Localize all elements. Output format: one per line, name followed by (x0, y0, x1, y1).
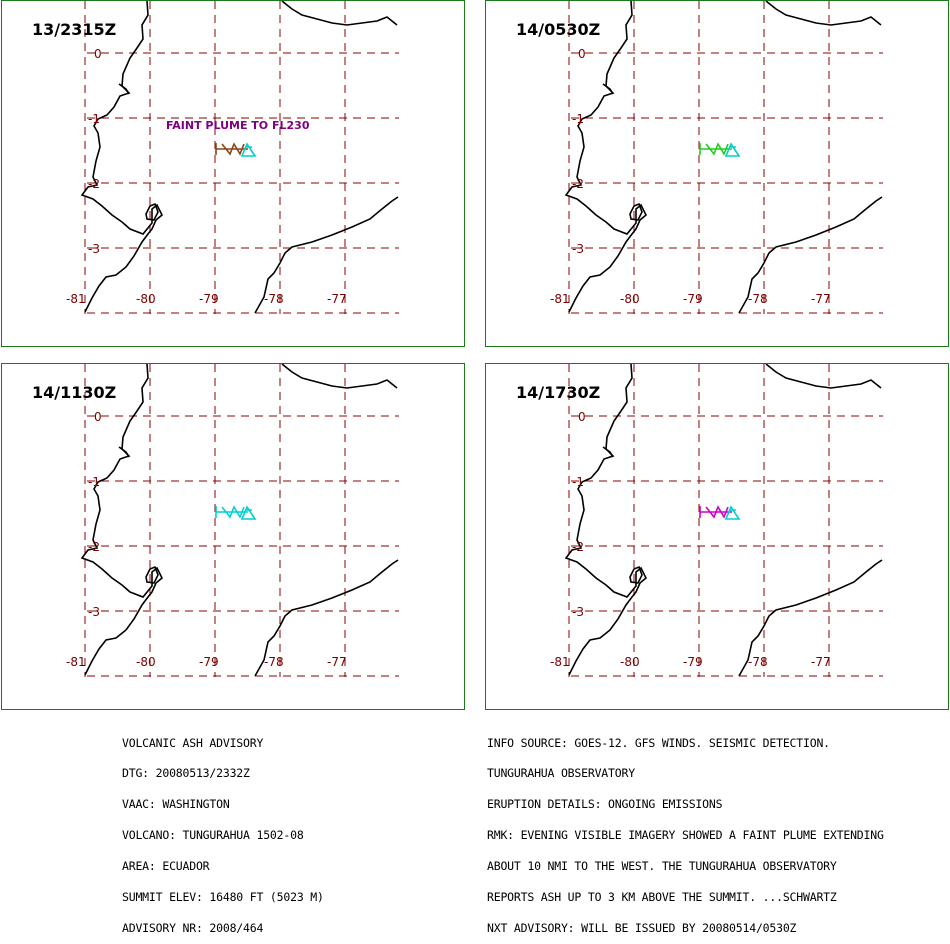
latitude-label: -2 (572, 177, 584, 191)
volcano-triangle-icon (724, 505, 741, 520)
graticule (568, 1, 883, 314)
longitude-label: -78 (748, 292, 768, 306)
map-canvas: 0 -1 -2 -3 -81 -80 -79 -78 -77 (550, 1, 883, 314)
latitude-label: 0 (94, 47, 102, 61)
longitude-label: -80 (136, 292, 156, 306)
longitude-label: -80 (620, 292, 640, 306)
map-canvas: 0 -1 -2 -3 -81 -80 -79 -78 -77 FAINT PLUME TO FL2… (66, 1, 399, 314)
latitude-label: 0 (578, 410, 586, 424)
advisory-line: ADVISORY NR: 2008/464 (122, 920, 264, 935)
advisory-line: INFO SOURCE: GOES-12. GFS WINDS. SEISMIC… (487, 735, 830, 750)
plume-note-label: FAINT PLUME TO FL230 (166, 119, 310, 132)
longitude-label: -79 (199, 655, 219, 669)
longitude-label: -77 (327, 655, 347, 669)
longitude-label: -81 (66, 292, 86, 306)
longitude-label: -78 (748, 655, 768, 669)
longitude-label: -77 (327, 292, 347, 306)
coastline (738, 559, 883, 677)
latitude-label: 0 (94, 410, 102, 424)
longitude-label: -80 (620, 655, 640, 669)
latitude-label: -3 (88, 605, 100, 619)
island-coastline (145, 202, 159, 221)
longitude-label: -78 (264, 655, 284, 669)
map-panel-4: 0 -1 -2 -3 -81 -80 -79 -78 -77 14/1730Z (485, 363, 949, 710)
advisory-line: DTG: 20080513/2332Z (122, 766, 250, 781)
graticule (568, 364, 883, 677)
advisory-line: ERUPTION DETAILS: ONGOING EMISSIONS (487, 797, 723, 812)
volcano-triangle-icon (724, 142, 741, 157)
coastline (254, 559, 399, 677)
advisory-line: SUMMIT ELEV: 16480 FT (5023 M) (122, 890, 324, 905)
volcano-triangle-icon (240, 505, 257, 520)
latitude-label: 0 (578, 47, 586, 61)
ash-plume (699, 505, 732, 519)
coastline (765, 1, 882, 26)
latitude-label: -3 (88, 242, 100, 256)
coastline (738, 196, 883, 314)
ash-plume (215, 505, 248, 519)
coastline (80, 364, 163, 676)
coastline (281, 1, 398, 26)
advisory-line: VOLCANIC ASH ADVISORY (122, 735, 264, 750)
latitude-label: -1 (572, 475, 584, 489)
longitude-label: -78 (264, 292, 284, 306)
map-panel-3: 0 -1 -2 -3 -81 -80 -79 -78 -77 14/1130Z (1, 363, 465, 710)
coastline (602, 83, 614, 95)
panel-time-label: 14/1130Z (32, 383, 117, 402)
volcano-triangle-icon (240, 142, 257, 157)
longitude-label: -80 (136, 655, 156, 669)
latitude-label: -3 (572, 605, 584, 619)
advisory-line: TUNGURAHUA OBSERVATORY (487, 766, 635, 781)
island-coastline (145, 565, 159, 584)
coastline (118, 83, 130, 95)
coastline (765, 364, 882, 389)
advisory-line: VAAC: WASHINGTON (122, 797, 230, 812)
latitude-label: -2 (88, 177, 100, 191)
advisory-line: AREA: ECUADOR (122, 859, 210, 874)
longitude-label: -79 (199, 292, 219, 306)
latitude-label: -2 (88, 540, 100, 554)
coastline (80, 1, 163, 313)
panel-time-label: 14/0530Z (516, 20, 601, 39)
latitude-label: -3 (572, 242, 584, 256)
latitude-label: -1 (88, 112, 100, 126)
map-canvas: 0 -1 -2 -3 -81 -80 -79 -78 -77 (66, 364, 399, 677)
advisory-right-text: INFO SOURCE: GOES-12. GFS WINDS. SEISMIC… (487, 717, 884, 944)
panel-time-label: 13/2315Z (32, 20, 117, 39)
coastline (564, 1, 647, 313)
coastline (602, 446, 614, 458)
latitude-label: -1 (88, 475, 100, 489)
longitude-label: -79 (683, 292, 703, 306)
map-panel-1: 0 -1 -2 -3 -81 -80 -79 -78 -77 FAINT PLUME TO FL2… (1, 0, 465, 347)
map-panel-2: 0 -1 -2 -3 -81 -80 -79 -78 -77 14/0530Z (485, 0, 949, 347)
coastline (254, 196, 399, 314)
map-canvas: 0 -1 -2 -3 -81 -80 -79 -78 -77 (550, 364, 883, 677)
ash-plume (699, 142, 732, 156)
graticule (84, 1, 399, 314)
advisory-line: RMK: EVENING VISIBLE IMAGERY SHOWED A FA… (487, 828, 884, 843)
longitude-label: -77 (811, 655, 831, 669)
coastline (281, 364, 398, 389)
advisory-line: ABOUT 10 NMI TO THE WEST. THE TUNGURAHUA… (487, 859, 837, 874)
longitude-label: -77 (811, 292, 831, 306)
ash-plume (215, 142, 248, 156)
graticule (84, 364, 399, 677)
longitude-label: -81 (550, 655, 570, 669)
advisory-left-text: VOLCANIC ASH ADVISORY DTG: 20080513/2332… (122, 717, 324, 944)
coastline (118, 446, 130, 458)
island-coastline (629, 565, 643, 584)
coastline (564, 364, 647, 676)
latitude-label: -2 (572, 540, 584, 554)
advisory-line: REPORTS ASH UP TO 3 KM ABOVE THE SUMMIT.… (487, 890, 837, 905)
advisory-line: VOLCANO: TUNGURAHUA 1502-08 (122, 828, 304, 843)
longitude-label: -81 (550, 292, 570, 306)
island-coastline (629, 202, 643, 221)
panel-time-label: 14/1730Z (516, 383, 601, 402)
longitude-label: -79 (683, 655, 703, 669)
advisory-line: NXT ADVISORY: WILL BE ISSUED BY 20080514… (487, 920, 797, 935)
latitude-label: -1 (572, 112, 584, 126)
longitude-label: -81 (66, 655, 86, 669)
